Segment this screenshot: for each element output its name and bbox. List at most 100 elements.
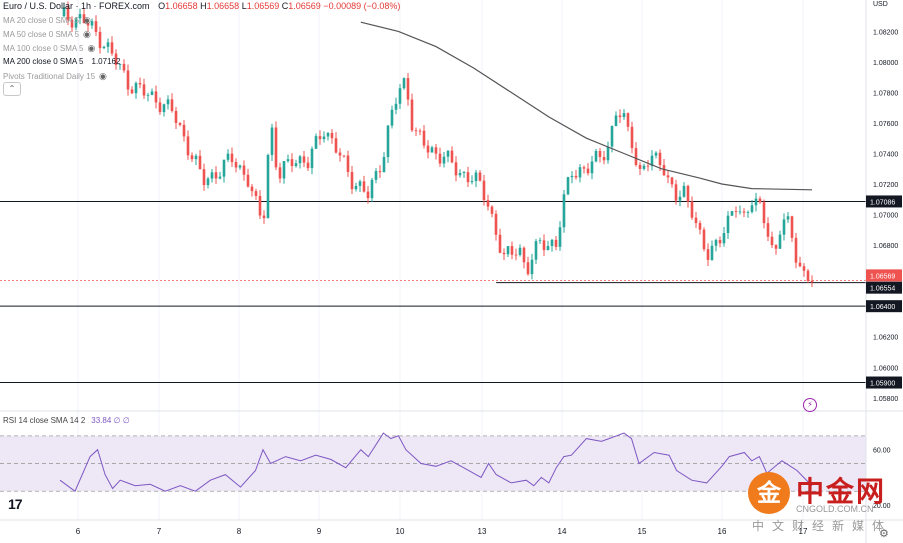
candle bbox=[458, 169, 462, 178]
candle bbox=[374, 168, 378, 184]
candle bbox=[226, 149, 230, 163]
candle bbox=[90, 18, 94, 29]
candle bbox=[658, 149, 662, 172]
candle bbox=[694, 211, 698, 228]
candle bbox=[674, 179, 678, 205]
candle bbox=[614, 111, 618, 127]
candle bbox=[526, 256, 530, 276]
bolt-icon[interactable]: ⚡ bbox=[803, 398, 817, 412]
chevron-up-icon[interactable]: ⌃ bbox=[3, 82, 21, 96]
candle bbox=[750, 199, 754, 214]
candle bbox=[550, 238, 554, 252]
candle bbox=[98, 26, 102, 54]
candle bbox=[158, 97, 162, 115]
candle bbox=[282, 161, 286, 184]
price-tick-label: 1.08000 bbox=[873, 60, 898, 67]
candle bbox=[718, 236, 722, 248]
symbol-legend[interactable]: Euro / U.S. Dollar · 1h · FOREX.com O 1.0… bbox=[3, 1, 400, 11]
rsi-line bbox=[59, 432, 813, 492]
candle bbox=[478, 170, 482, 182]
candle bbox=[210, 169, 214, 183]
candle bbox=[626, 112, 630, 132]
candle bbox=[806, 268, 810, 284]
candle bbox=[86, 20, 90, 32]
indicator-pivots[interactable]: Pivots Traditional Daily 15 ◉ bbox=[3, 71, 107, 82]
candle bbox=[810, 275, 814, 287]
rsi-pane: 60.00 20.00 bbox=[0, 432, 891, 510]
tradingview-logo[interactable]: 17 bbox=[8, 496, 23, 512]
candle bbox=[258, 190, 262, 219]
close-key: C bbox=[281, 1, 289, 11]
rsi-value: 33.84 ∅ ∅ bbox=[91, 416, 130, 425]
candle bbox=[326, 132, 330, 141]
candle bbox=[498, 228, 502, 254]
candle bbox=[662, 159, 666, 176]
candle bbox=[622, 109, 626, 120]
open-key: O bbox=[158, 1, 166, 11]
low-key: L bbox=[241, 1, 247, 11]
candle bbox=[466, 166, 470, 188]
candle bbox=[314, 133, 318, 150]
candle bbox=[794, 233, 798, 269]
candle bbox=[346, 150, 350, 177]
indicator-ma200[interactable]: MA 200 close 0 SMA 5 1.07162 bbox=[3, 57, 120, 67]
candle bbox=[290, 153, 294, 173]
candle bbox=[102, 45, 106, 50]
candle bbox=[538, 237, 542, 244]
candle bbox=[382, 152, 386, 173]
candle bbox=[298, 154, 302, 169]
high-value: 1.06658 bbox=[206, 1, 240, 11]
candle bbox=[78, 8, 82, 25]
candle bbox=[242, 160, 246, 181]
rsi-legend[interactable]: RSI 14 close SMA 14 2 33.84 ∅ ∅ bbox=[3, 416, 130, 425]
candle bbox=[542, 234, 546, 257]
candle bbox=[162, 103, 166, 117]
candle bbox=[686, 184, 690, 208]
candle bbox=[722, 226, 726, 247]
candle bbox=[150, 88, 154, 96]
price-label: 1.06554 bbox=[870, 286, 895, 293]
candle bbox=[294, 159, 298, 168]
candle bbox=[646, 160, 650, 172]
eye-icon[interactable]: ◉ bbox=[87, 43, 96, 53]
symbol-name: Euro / U.S. Dollar · 1h · FOREX.com bbox=[3, 1, 150, 11]
candle bbox=[446, 150, 450, 163]
candle bbox=[678, 190, 682, 207]
chart-grid bbox=[77, 0, 804, 520]
time-tick-label: 14 bbox=[558, 527, 567, 536]
candle bbox=[514, 248, 518, 261]
gear-icon[interactable]: ⚙ bbox=[879, 528, 889, 540]
time-tick-label: 13 bbox=[478, 527, 487, 536]
candle bbox=[394, 97, 398, 115]
eye-icon[interactable]: ◉ bbox=[99, 71, 107, 81]
eye-icon[interactable]: ◉ bbox=[83, 15, 91, 25]
candle bbox=[178, 122, 182, 127]
candle bbox=[334, 132, 338, 154]
candle bbox=[554, 235, 558, 251]
indicator-ma50[interactable]: MA 50 close 0 SMA 5 ◉ bbox=[3, 29, 91, 40]
candle bbox=[274, 121, 278, 171]
candle bbox=[366, 186, 370, 204]
candle bbox=[342, 155, 346, 158]
candle bbox=[426, 140, 430, 159]
eye-icon[interactable]: ◉ bbox=[83, 29, 91, 39]
candle bbox=[74, 16, 78, 31]
candle bbox=[726, 211, 730, 239]
candle bbox=[746, 210, 750, 218]
indicator-label: Pivots Traditional Daily 15 bbox=[3, 72, 96, 81]
indicator-ma100[interactable]: MA 100 close 0 SMA 5 ◉ bbox=[3, 43, 95, 54]
candle bbox=[706, 243, 710, 266]
candle bbox=[482, 174, 486, 206]
candle bbox=[566, 176, 570, 196]
indicator-ma20[interactable]: MA 20 close 0 SMA 5 ◉ bbox=[3, 15, 91, 26]
candle bbox=[618, 109, 622, 123]
rsi-tick-label: 60.00 bbox=[873, 448, 891, 455]
candle bbox=[594, 149, 598, 163]
close-value: 1.06569 bbox=[288, 1, 321, 11]
candle bbox=[410, 93, 414, 132]
candle bbox=[590, 155, 594, 180]
low-value: 1.06569 bbox=[246, 1, 280, 11]
candle bbox=[418, 128, 422, 136]
watermark-domain: CNGOLD.COM.CN bbox=[796, 504, 874, 514]
